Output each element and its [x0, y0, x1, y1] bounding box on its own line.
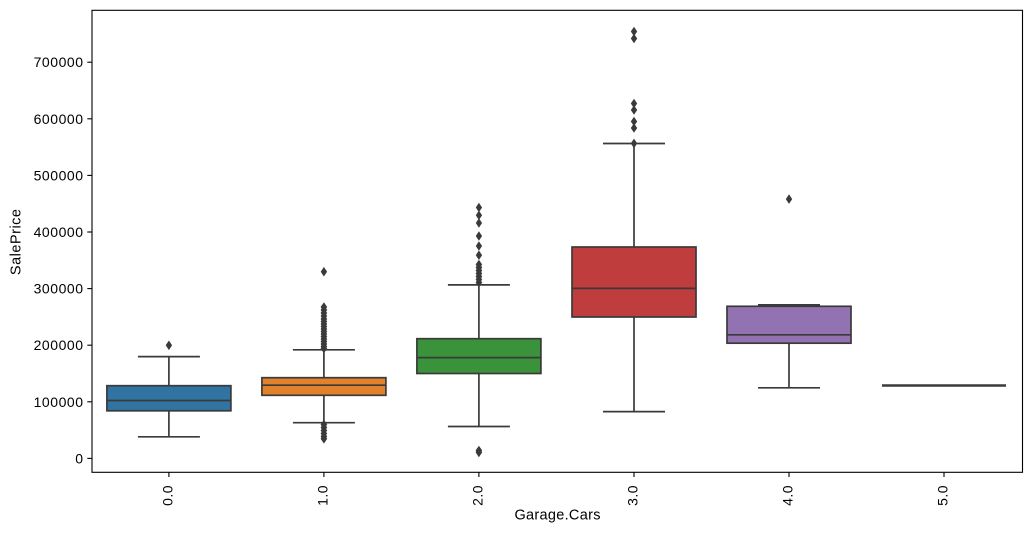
svg-text:100000: 100000 — [34, 394, 84, 410]
svg-text:3.0: 3.0 — [625, 485, 641, 506]
svg-text:700000: 700000 — [34, 54, 84, 70]
svg-text:200000: 200000 — [34, 337, 84, 353]
svg-text:0.0: 0.0 — [160, 485, 176, 506]
svg-text:SalePrice: SalePrice — [8, 209, 24, 276]
svg-text:300000: 300000 — [34, 281, 84, 297]
svg-text:400000: 400000 — [34, 224, 84, 240]
svg-text:600000: 600000 — [34, 111, 84, 127]
svg-text:500000: 500000 — [34, 167, 84, 183]
svg-text:4.0: 4.0 — [780, 485, 796, 506]
svg-text:Garage.Cars: Garage.Cars — [514, 508, 600, 524]
svg-text:5.0: 5.0 — [935, 485, 951, 506]
svg-text:2.0: 2.0 — [470, 485, 486, 506]
svg-text:0: 0 — [75, 450, 83, 466]
svg-text:1.0: 1.0 — [315, 485, 331, 506]
